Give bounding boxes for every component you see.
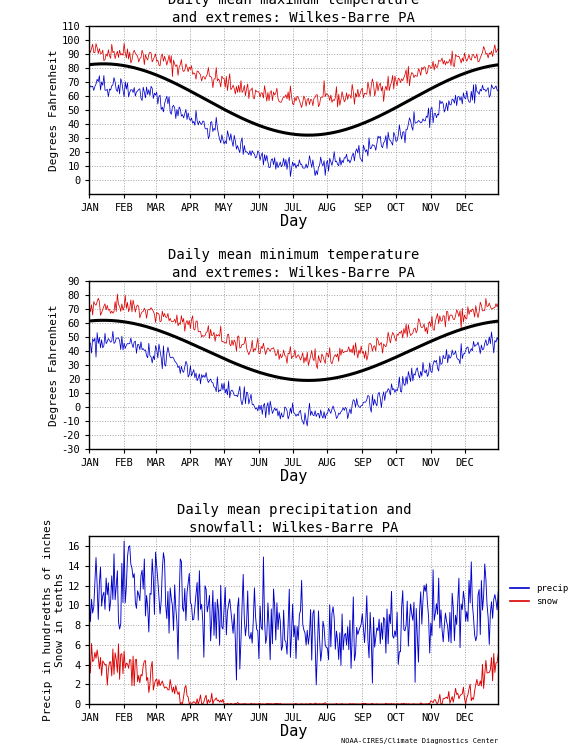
Title: Daily mean minimum temperature
and extremes: Wilkes-Barre PA: Daily mean minimum temperature and extre… [168, 247, 419, 280]
X-axis label: Day: Day [280, 724, 308, 740]
Title: Daily mean maximum temperature
and extremes: Wilkes-Barre PA: Daily mean maximum temperature and extre… [168, 0, 419, 25]
Legend: precip, snow: precip, snow [507, 580, 571, 610]
X-axis label: Day: Day [280, 215, 308, 229]
Text: NOAA-CIRES/Climate Diagnostics Center: NOAA-CIRES/Climate Diagnostics Center [341, 738, 498, 744]
Y-axis label: Degrees Fahrenheit: Degrees Fahrenheit [49, 49, 59, 171]
Y-axis label: Degrees Fahrenheit: Degrees Fahrenheit [49, 304, 59, 426]
Title: Daily mean precipitation and
snowfall: Wilkes-Barre PA: Daily mean precipitation and snowfall: W… [176, 503, 411, 535]
Y-axis label: Precip in hundredths of inches
Snow in tenths: Precip in hundredths of inches Snow in t… [43, 519, 65, 721]
X-axis label: Day: Day [280, 469, 308, 484]
